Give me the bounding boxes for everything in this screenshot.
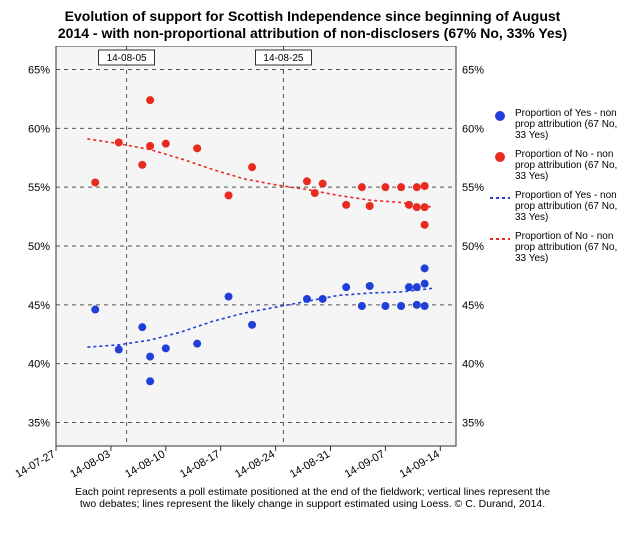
svg-text:14-08-25: 14-08-25 <box>263 53 303 64</box>
svg-text:55%: 55% <box>28 182 50 194</box>
svg-text:14-09-14: 14-09-14 <box>398 448 442 480</box>
legend-entry: Proportion of No - non prop attribution … <box>489 149 620 182</box>
chart-container: Evolution of support for Scottish Indepe… <box>0 0 625 560</box>
legend-marker-icon <box>489 150 511 164</box>
title-line-1: Evolution of support for Scottish Indepe… <box>65 8 561 24</box>
legend-marker-icon <box>489 109 511 123</box>
legend-label: Proportion of Yes - non prop attribution… <box>515 108 620 141</box>
legend-line-icon <box>489 232 511 246</box>
legend-entry: Proportion of Yes - non prop attribution… <box>489 190 620 223</box>
legend-label: Proportion of No - non prop attribution … <box>515 231 620 264</box>
svg-text:65%: 65% <box>28 64 50 76</box>
legend-label: Proportion of Yes - non prop attribution… <box>515 190 620 223</box>
chart-title: Evolution of support for Scottish Indepe… <box>0 8 625 46</box>
svg-text:40%: 40% <box>462 358 484 370</box>
caption-line-1: Each point represents a poll estimate po… <box>75 486 550 498</box>
caption-line-2: two debates; lines represent the likely … <box>80 498 545 510</box>
svg-text:14-08-31: 14-08-31 <box>288 448 332 480</box>
svg-text:14-08-17: 14-08-17 <box>178 448 222 480</box>
legend-line-icon <box>489 191 511 205</box>
svg-text:14-08-24: 14-08-24 <box>233 448 277 480</box>
legend-label: Proportion of No - non prop attribution … <box>515 149 620 182</box>
svg-text:35%: 35% <box>28 417 50 429</box>
svg-text:14-07-27: 14-07-27 <box>13 448 57 480</box>
svg-text:14-09-07: 14-09-07 <box>343 448 387 480</box>
svg-text:14-08-10: 14-08-10 <box>123 448 167 480</box>
svg-text:50%: 50% <box>462 241 484 253</box>
legend: Proportion of Yes - non prop attribution… <box>489 108 620 272</box>
chart-plot: 35% 35% 40% 40% 45% 45% 50% 50% 55% 55% 60% 60% 65% 6… <box>0 46 490 482</box>
svg-text:40%: 40% <box>28 358 50 370</box>
svg-text:45%: 45% <box>28 299 50 311</box>
svg-text:35%: 35% <box>462 417 484 429</box>
svg-text:50%: 50% <box>28 241 50 253</box>
svg-text:60%: 60% <box>462 123 484 135</box>
svg-text:55%: 55% <box>462 182 484 194</box>
svg-text:60%: 60% <box>28 123 50 135</box>
svg-text:45%: 45% <box>462 299 484 311</box>
chart-caption: Each point represents a poll estimate po… <box>0 482 625 511</box>
legend-entry: Proportion of Yes - non prop attribution… <box>489 108 620 141</box>
svg-text:14-08-03: 14-08-03 <box>68 448 112 480</box>
legend-entry: Proportion of No - non prop attribution … <box>489 231 620 264</box>
svg-text:65%: 65% <box>462 64 484 76</box>
title-line-2: 2014 - with non-proportional attribution… <box>58 25 567 41</box>
svg-text:14-08-05: 14-08-05 <box>107 53 147 64</box>
